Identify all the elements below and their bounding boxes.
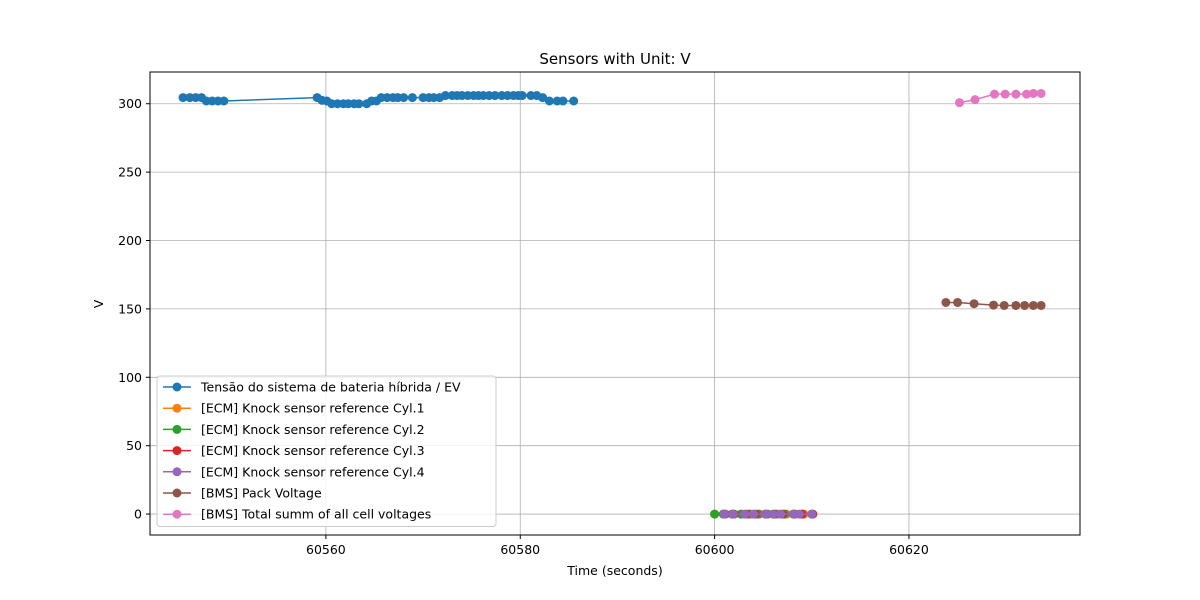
data-point <box>776 509 786 519</box>
data-point <box>569 96 579 106</box>
x-tick-label: 60580 <box>500 542 540 557</box>
legend-item: Tensão do sistema de bateria híbrida / E… <box>163 380 461 395</box>
legend-box <box>156 375 497 527</box>
y-tick-label: 300 <box>118 96 142 111</box>
data-point <box>558 96 568 106</box>
y-tick-label: 200 <box>118 233 142 248</box>
legend-swatch-marker <box>172 424 182 434</box>
data-point <box>178 93 188 103</box>
data-point <box>719 509 729 519</box>
y-tick-label: 0 <box>134 507 142 522</box>
y-axis-label: V <box>91 299 106 308</box>
legend-swatch-marker <box>172 509 182 519</box>
legend-item: [ECM] Knock sensor reference Cyl.2 <box>163 422 425 437</box>
data-point <box>969 299 979 309</box>
y-axis-ticks: 0 50 100 150 200 250 300 <box>118 96 150 522</box>
data-point <box>219 96 229 106</box>
y-tick-label: 50 <box>126 438 142 453</box>
data-point <box>440 91 450 101</box>
series-6 <box>941 297 1046 310</box>
data-point <box>1020 300 1030 310</box>
y-tick-label: 250 <box>118 165 142 180</box>
y-tick-label: 150 <box>118 301 142 316</box>
data-point <box>999 300 1009 310</box>
data-point <box>768 509 778 519</box>
data-point <box>954 98 964 108</box>
x-tick-label: 60620 <box>889 542 929 557</box>
data-point <box>941 297 951 307</box>
legend-label: [BMS] Pack Voltage <box>201 486 322 501</box>
x-axis-ticks: 60560 60580 60600 60620 <box>306 535 929 557</box>
data-point <box>517 91 527 101</box>
legend: Tensão do sistema de bateria híbrida / E… <box>156 375 497 527</box>
data-point <box>740 509 750 519</box>
data-point <box>989 300 999 310</box>
data-point <box>989 89 999 99</box>
data-point <box>399 93 409 103</box>
data-point <box>1028 300 1038 310</box>
legend-item: [ECM] Knock sensor reference Cyl.4 <box>163 464 425 479</box>
series-7 <box>954 88 1046 108</box>
data-point <box>1000 89 1010 99</box>
x-tick-label: 60560 <box>306 542 346 557</box>
legend-swatch-marker <box>172 446 182 456</box>
data-point <box>1036 300 1046 310</box>
data-point <box>1022 89 1032 99</box>
data-point <box>748 509 758 519</box>
legend-label: [ECM] Knock sensor reference Cyl.2 <box>201 422 425 437</box>
data-point <box>538 93 548 103</box>
series-5 <box>719 509 817 519</box>
legend-swatch-marker <box>172 403 182 413</box>
chart-title: Sensors with Unit: V <box>539 50 691 68</box>
legend-swatch-marker <box>172 467 182 477</box>
legend-label: [BMS] Total summ of all cell voltages <box>201 507 431 522</box>
legend-label: [ECM] Knock sensor reference Cyl.4 <box>201 464 425 479</box>
data-point <box>1036 88 1046 98</box>
plot-frame <box>149 71 1081 536</box>
data-point <box>953 297 963 307</box>
data-point <box>354 99 364 109</box>
legend-label: [ECM] Knock sensor reference Cyl.3 <box>201 443 425 458</box>
data-point <box>760 509 770 519</box>
data-point <box>490 91 500 101</box>
legend-item: [BMS] Pack Voltage <box>163 486 322 501</box>
data-point <box>728 509 738 519</box>
legend-swatch-marker <box>172 382 182 392</box>
data-point <box>807 509 817 519</box>
y-tick-label: 100 <box>118 370 142 385</box>
series-1 <box>178 91 579 109</box>
data-point <box>544 96 554 106</box>
legend-item: [ECM] Knock sensor reference Cyl.1 <box>163 401 425 416</box>
data-point <box>1011 89 1021 99</box>
data-point <box>1028 88 1038 98</box>
data-point <box>970 95 980 105</box>
legend-label: Tensão do sistema de bateria híbrida / E… <box>200 380 461 395</box>
legend-label: [ECM] Knock sensor reference Cyl.1 <box>201 401 425 416</box>
x-axis-label: Time (seconds) <box>566 563 662 578</box>
series-layer <box>178 88 1046 519</box>
data-point <box>407 93 417 103</box>
x-tick-label: 60600 <box>695 542 735 557</box>
legend-item: [BMS] Total summ of all cell voltages <box>163 507 431 522</box>
data-point <box>710 509 720 519</box>
legend-item: [ECM] Knock sensor reference Cyl.3 <box>163 443 425 458</box>
data-point <box>1011 300 1021 310</box>
data-point <box>794 509 804 519</box>
legend-swatch-marker <box>172 488 182 498</box>
